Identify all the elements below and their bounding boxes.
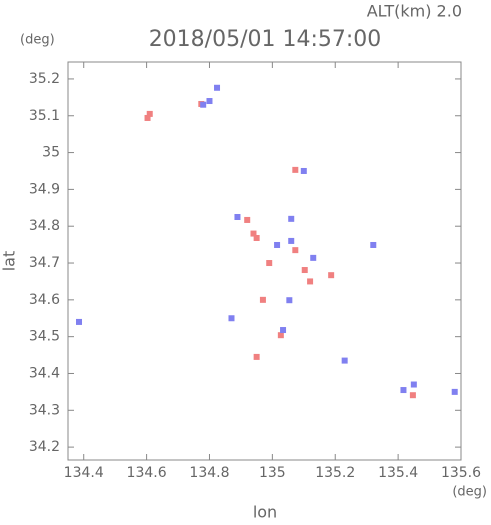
echo-cell xyxy=(400,387,407,394)
echo-cell xyxy=(292,247,299,254)
y-tick-label: 34.3 xyxy=(29,402,60,418)
echo-cell xyxy=(144,114,151,121)
y-tick-label: 35.1 xyxy=(29,108,60,124)
y-tick-label: 34.5 xyxy=(29,329,60,345)
y-tick-label: 34.7 xyxy=(29,255,60,271)
y-tick-label: 34.9 xyxy=(29,181,60,197)
echo-cell xyxy=(234,214,241,221)
echo-cell xyxy=(266,260,273,267)
echo-cell xyxy=(253,234,260,241)
echo-cell xyxy=(288,237,295,244)
altitude-header: ALT(km) 2.0 xyxy=(367,2,462,21)
echo-cell xyxy=(253,353,260,360)
x-tick-label: 134.4 xyxy=(64,465,104,481)
echo-cell xyxy=(214,84,221,91)
y-tick-label: 34.2 xyxy=(29,439,60,455)
echo-cell xyxy=(259,296,266,303)
echo-cell xyxy=(292,166,299,173)
x-tick-label: 134.8 xyxy=(189,465,229,481)
echo-cell xyxy=(146,110,153,117)
y-unit: (deg) xyxy=(20,33,55,48)
echo-cell xyxy=(76,318,83,325)
y-tick-label: 34.8 xyxy=(29,218,60,234)
echo-cell xyxy=(228,315,235,322)
echo-cell xyxy=(341,357,348,364)
echo-cell xyxy=(328,272,335,279)
echo-cell xyxy=(244,216,251,223)
echo-cell xyxy=(301,267,308,274)
plot-frame xyxy=(67,61,462,461)
echo-cell xyxy=(274,241,281,248)
echo-cell xyxy=(277,332,284,339)
echo-cell xyxy=(286,297,293,304)
x-axis-label: lon xyxy=(253,503,277,522)
echo-cell xyxy=(300,167,307,174)
x-tick-label: 134.6 xyxy=(127,465,167,481)
x-unit: (deg) xyxy=(452,485,487,500)
y-tick-label: 35.2 xyxy=(29,71,60,87)
echo-cell xyxy=(200,101,207,108)
x-tick-label: 135.4 xyxy=(378,465,418,481)
echo-cell xyxy=(410,381,417,388)
y-axis-label: lat xyxy=(0,251,19,272)
y-tick-label: 34.4 xyxy=(29,365,60,381)
x-tick-label: 135.6 xyxy=(441,465,481,481)
echo-cell xyxy=(206,98,213,105)
echo-cell xyxy=(307,278,314,285)
chart-title: 2018/05/01 14:57:00 xyxy=(149,27,382,52)
y-tick-label: 34.6 xyxy=(29,292,60,308)
y-tick-label: 35 xyxy=(42,145,60,161)
x-tick-label: 135 xyxy=(259,465,286,481)
echo-cell xyxy=(370,241,377,248)
x-tick-label: 135.2 xyxy=(315,465,355,481)
echo-cell xyxy=(280,327,287,334)
echo-cell xyxy=(451,388,458,395)
echo-cell xyxy=(250,230,257,237)
echo-cell xyxy=(310,254,317,261)
echo-cell xyxy=(409,392,416,399)
echo-cell xyxy=(288,215,295,222)
